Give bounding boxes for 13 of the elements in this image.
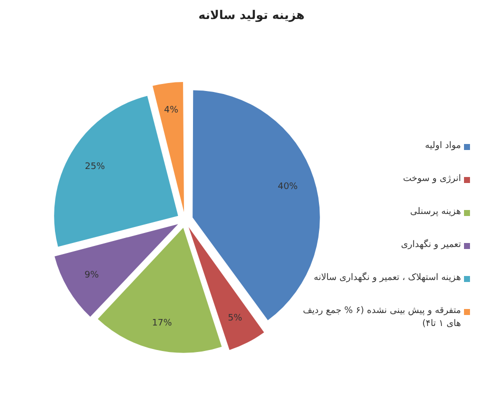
data-label: 9% <box>84 270 100 281</box>
legend-label: مواد اولیه <box>425 140 461 153</box>
chart-title: هزینه تولید سالانه <box>197 8 306 22</box>
legend-label: هزینه استهلاک ، تعمیر و نگهداری سالانه <box>314 272 461 285</box>
data-label: 4% <box>164 105 179 116</box>
legend-label: تعمیر و نگهداری <box>400 239 461 252</box>
data-label: 5% <box>228 314 243 324</box>
legend-label: هزینه پرسنلی <box>410 206 461 219</box>
legend-label: متفرقه و پیش بینی نشده (۶ % جمع ردیف های ۱ تا۴) <box>302 305 461 331</box>
legend-label: انرژی و سوخت <box>402 173 461 186</box>
data-label: 17% <box>152 318 172 329</box>
data-label: 25% <box>84 162 106 172</box>
data-label: 40% <box>278 182 298 192</box>
